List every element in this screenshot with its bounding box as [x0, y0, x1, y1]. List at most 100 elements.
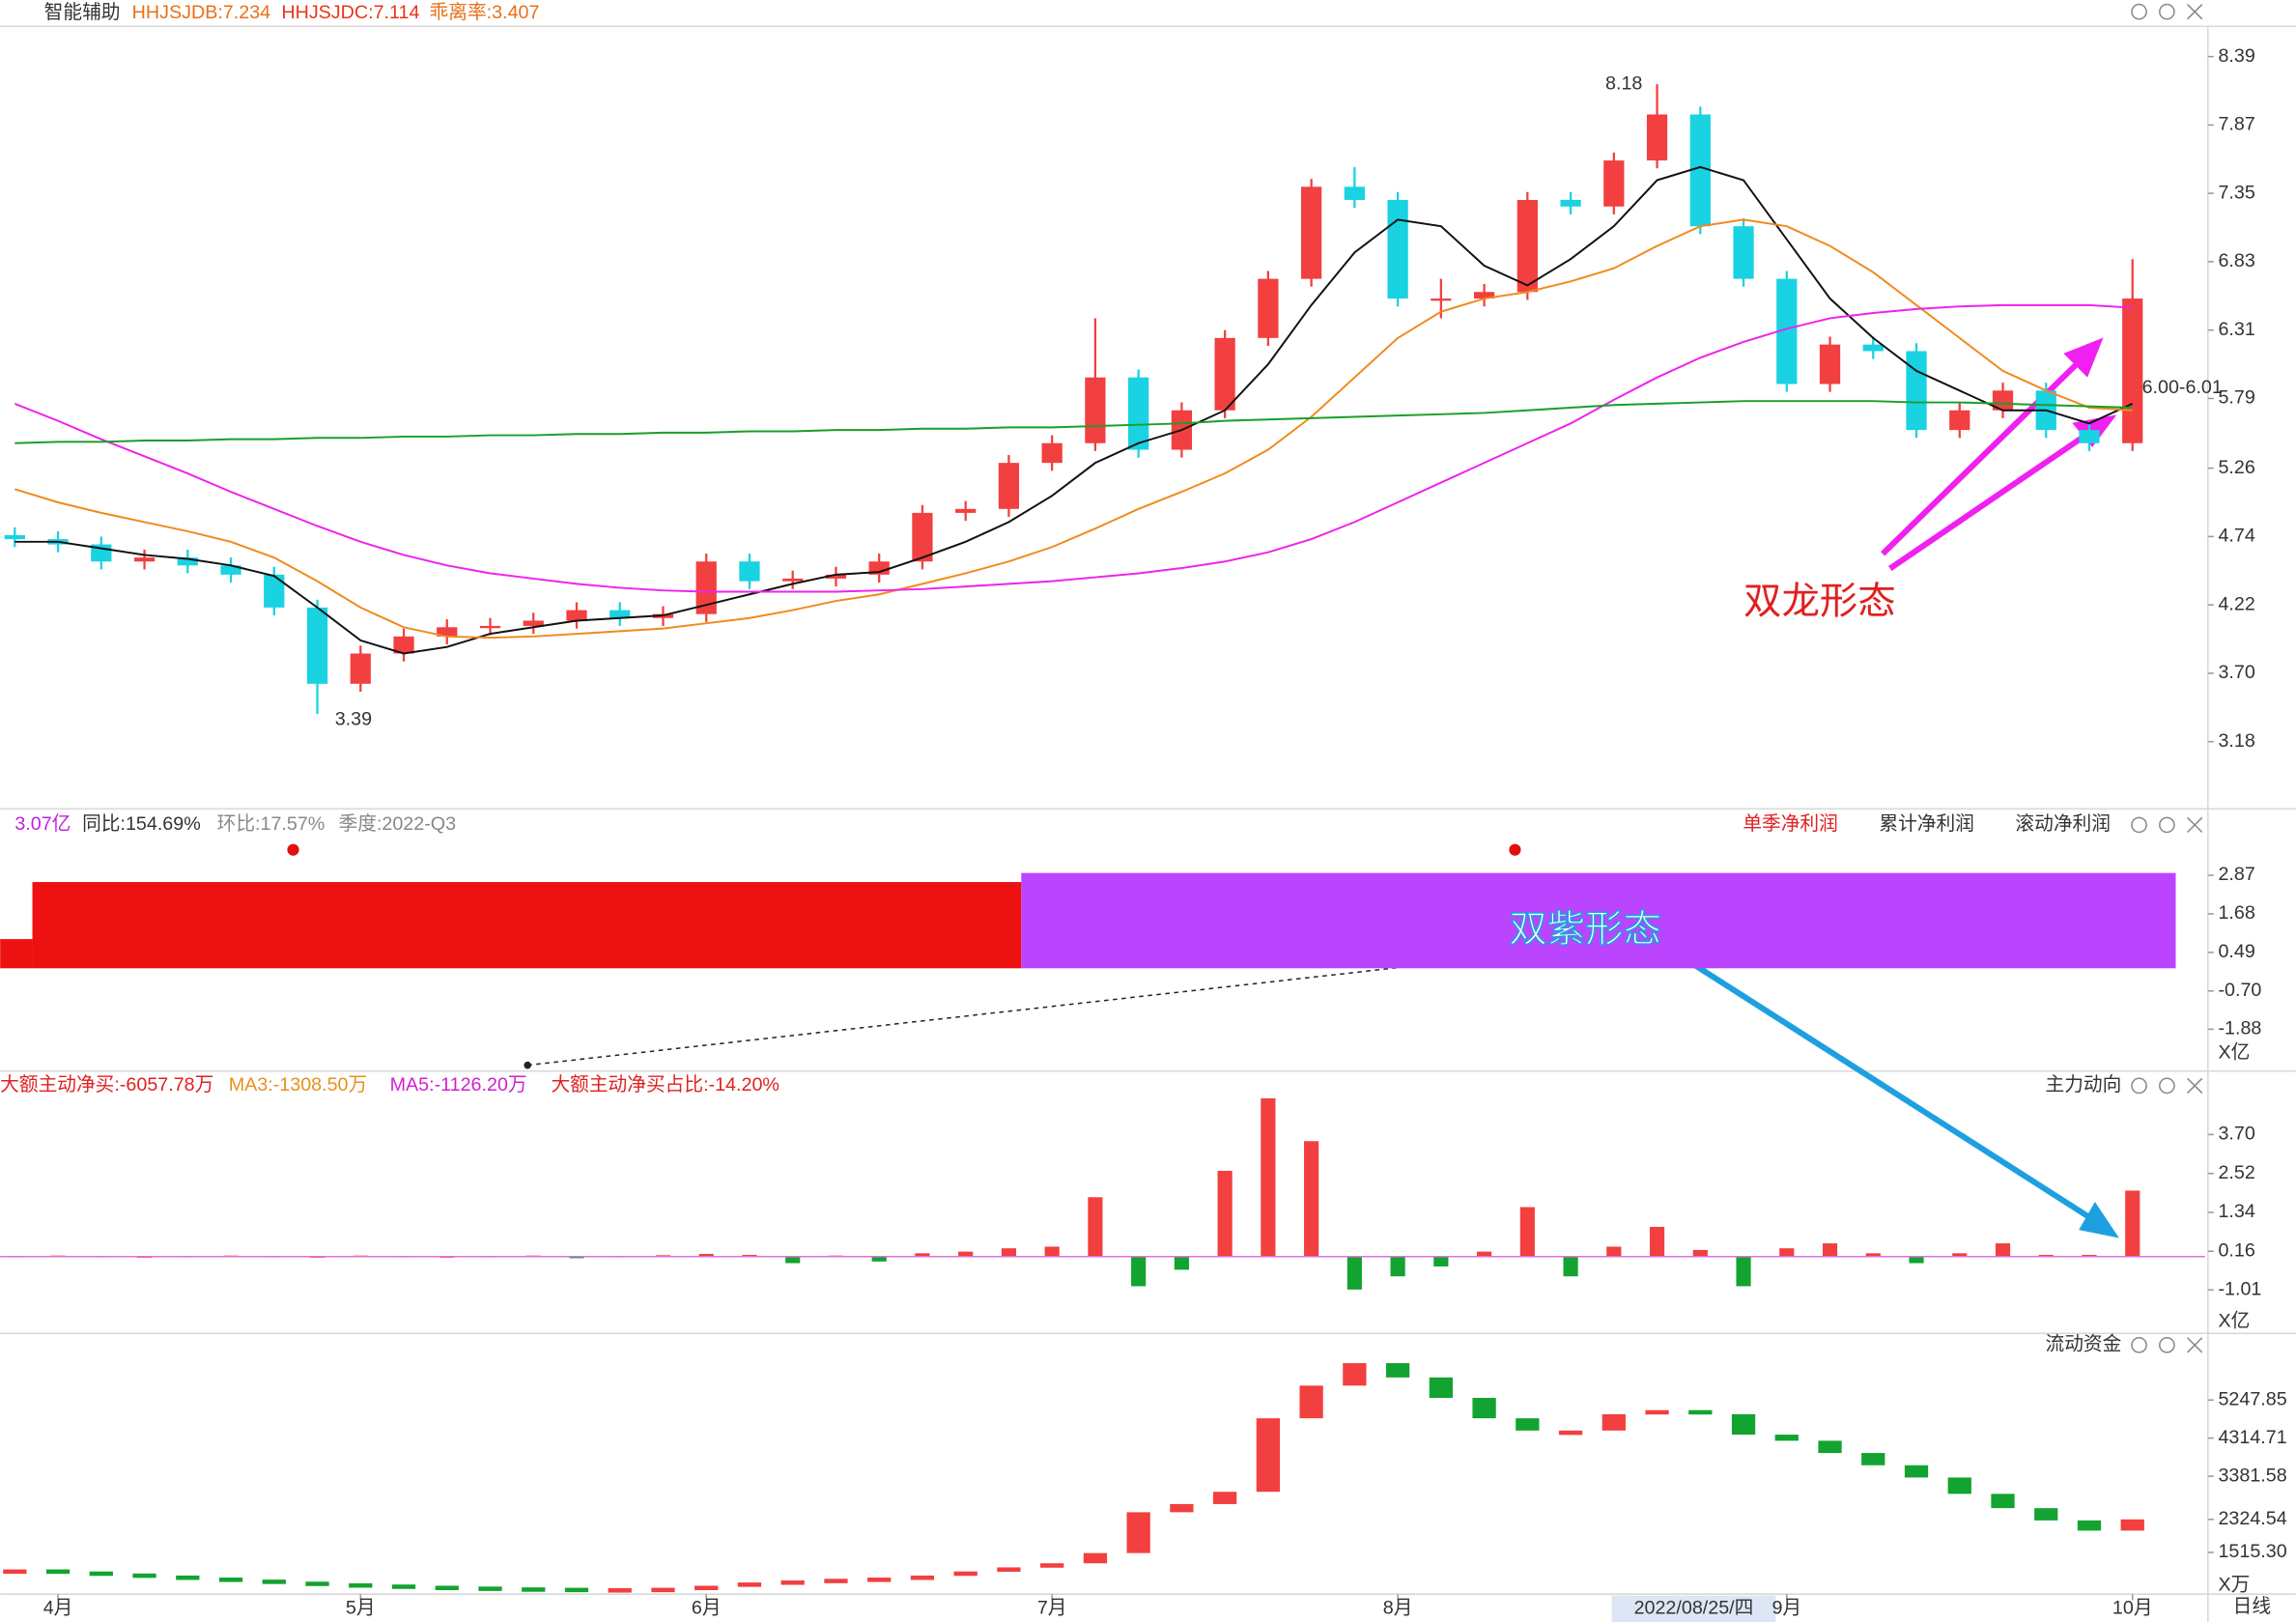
candle-body [1992, 390, 2014, 411]
candle-body [4, 535, 25, 540]
fund-bar [1385, 1363, 1410, 1378]
flow-bar [785, 1256, 801, 1264]
fund-bar [3, 1569, 27, 1575]
candle-body [264, 574, 285, 608]
flow-bar [958, 1251, 974, 1257]
fund-bar [1212, 1492, 1237, 1504]
x-tick-label: 6月 [692, 1598, 722, 1619]
candle-body [1862, 344, 1884, 352]
flow-bar [1390, 1256, 1405, 1277]
flow-bar [569, 1256, 584, 1259]
fund-bar [218, 1578, 243, 1582]
flow-bar [1217, 1170, 1233, 1257]
candle-body [1646, 114, 1668, 161]
flow-bar [1519, 1207, 1535, 1257]
panel-buttons[interactable] [2131, 3, 2203, 1353]
profit-bar [0, 939, 33, 969]
fund-bar [564, 1587, 589, 1593]
flow-bar [1174, 1256, 1189, 1270]
flow-bar [1606, 1246, 1622, 1257]
fund-bar [651, 1587, 675, 1593]
profit-tab: 单季净利润 [1743, 813, 1838, 835]
profit-summary: 同比:154.69% [82, 813, 201, 835]
flow-bar [2038, 1255, 2054, 1257]
indicator-title: 智能辅助 [44, 2, 121, 23]
pattern-label: 双龙形态 [1743, 580, 1896, 622]
fund-bar [1818, 1440, 1842, 1454]
fund-bar [478, 1586, 502, 1591]
fund-bar [1861, 1453, 1885, 1465]
flow-bar [1044, 1246, 1060, 1257]
flow-bar [2125, 1190, 2140, 1257]
y-tick-label: 7.87 [2218, 114, 2254, 135]
x-tick-label: 7月 [1037, 1598, 1067, 1619]
trend-dot [524, 1061, 531, 1069]
pattern-label: 双紫形态 [1509, 908, 1661, 951]
report-pin [287, 843, 299, 856]
flow-bar [1649, 1227, 1665, 1257]
profit-bar [1021, 872, 2176, 969]
flow-bar [1001, 1248, 1016, 1257]
fund-bar [391, 1584, 416, 1589]
flow-bar [2082, 1255, 2097, 1257]
candle-body [998, 463, 1020, 509]
fund-bar [910, 1575, 935, 1580]
candle-body [2079, 430, 2100, 443]
moving-average [14, 165, 2134, 655]
flow-bar [1477, 1251, 1492, 1257]
profit-bar [32, 882, 1022, 969]
fund-bar [305, 1581, 329, 1586]
candle-body [1344, 186, 1365, 200]
y-tick-label: 1.34 [2218, 1201, 2254, 1222]
candle-body [782, 578, 804, 582]
fund-bar [1299, 1385, 1323, 1419]
cursor-date-box [1611, 1595, 1776, 1622]
fund-bar [737, 1582, 762, 1587]
candle-body [1085, 377, 1106, 443]
fund-bar [824, 1579, 848, 1583]
fund-bar [1429, 1377, 1453, 1398]
profit-summary: 环比:17.57% [217, 813, 326, 835]
fund-bar [1645, 1409, 1669, 1415]
panel-title: 流动资金 [2046, 1334, 2122, 1355]
candle-body [2122, 299, 2143, 443]
period-label[interactable]: 日线 [2233, 1596, 2271, 1617]
profit-tab: 滚动净利润 [2015, 813, 2111, 835]
candle-body [1431, 299, 1452, 301]
candle-body [437, 627, 458, 637]
flow-bar [1346, 1256, 1362, 1290]
x-tick-label: 10月 [2112, 1598, 2153, 1619]
axis-unit: X亿 [2218, 1310, 2250, 1331]
candle-body [1473, 292, 1495, 299]
y-tick-label: 5247.85 [2218, 1388, 2286, 1409]
y-tick-label: -1.88 [2218, 1018, 2261, 1039]
y-tick-label: 2.87 [2218, 864, 2254, 885]
fund-bar [349, 1582, 373, 1588]
indicator-value: HHJSJDC:7.114 [281, 2, 419, 23]
profit-summary: 季度:2022-Q3 [339, 813, 457, 835]
candle-body [609, 610, 631, 618]
fund-bar [176, 1575, 200, 1580]
flow-bar [1433, 1256, 1449, 1266]
x-tick-label: 8月 [1383, 1598, 1413, 1619]
candle-body [955, 508, 977, 513]
axis-unit: X亿 [2218, 1042, 2250, 1064]
x-tick-label: 9月 [1772, 1598, 1801, 1619]
low-label: 3.39 [335, 708, 372, 729]
candle-body [393, 636, 414, 654]
candle-body [1300, 186, 1322, 279]
fund-bar [1688, 1409, 1713, 1415]
y-tick-label: 2324.54 [2218, 1508, 2286, 1529]
candle-body [1387, 199, 1408, 299]
flow-bar [1865, 1253, 1881, 1257]
flow-bar [1952, 1253, 1968, 1257]
flow-bar [1779, 1248, 1795, 1257]
moving-average [14, 218, 2133, 640]
flow-bar [1088, 1197, 1103, 1257]
profit-summary: 3.07亿 [14, 813, 71, 835]
indicator-value: HHJSJDB:7.234 [132, 2, 270, 23]
flow-summary: MA5:-1126.20万 [390, 1074, 527, 1096]
candle-body [1041, 442, 1063, 464]
